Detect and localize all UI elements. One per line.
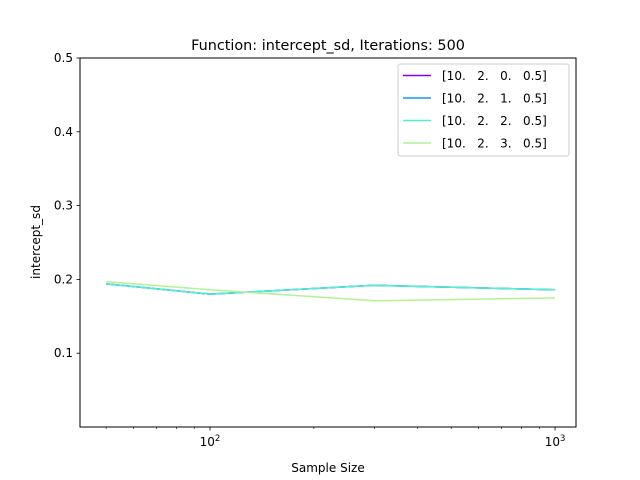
y-axis-label: intercept_sd — [29, 205, 43, 279]
legend: [10. 2. 0. 0.5] [10. 2. 1. 0.5] [10. 2. 2.… — [397, 63, 570, 157]
y-tick-label-5: 0.5 — [54, 51, 73, 65]
x-tick-base-1: 10 — [200, 435, 215, 449]
y-tick-label-4: 0.4 — [54, 125, 73, 139]
y-tick-label-1: 0.1 — [54, 346, 73, 360]
x-tick-label-2: 103 — [545, 434, 566, 449]
series-line-4 — [106, 280, 556, 302]
legend-label-1: [10. 2. 0. 0.5] — [442, 69, 547, 83]
x-axis-label: Sample Size — [291, 461, 364, 475]
x-axis-ticks: 102 103 — [105, 427, 566, 449]
x-tick-exponent-2: 3 — [560, 434, 565, 444]
plot-area-frame — [79, 57, 577, 428]
legend-box — [397, 63, 570, 157]
x-tick-base-2: 10 — [545, 435, 560, 449]
chart-title: Function: intercept_sd, Iterations: 500 — [191, 38, 465, 54]
legend-label-3: [10. 2. 2. 0.5] — [442, 114, 547, 128]
y-axis-ticks: 0.1 0.2 0.3 0.4 0.5 — [54, 51, 80, 360]
y-tick-label-3: 0.3 — [54, 199, 73, 213]
legend-label-2: [10. 2. 1. 0.5] — [442, 92, 547, 106]
series-layer — [106, 280, 556, 302]
series-line-3 — [106, 283, 556, 295]
y-tick-label-2: 0.2 — [54, 272, 73, 286]
legend-label-4: [10. 2. 3. 0.5] — [442, 137, 547, 151]
x-tick-exponent-1: 2 — [215, 434, 220, 444]
x-tick-label-1: 102 — [200, 434, 221, 449]
